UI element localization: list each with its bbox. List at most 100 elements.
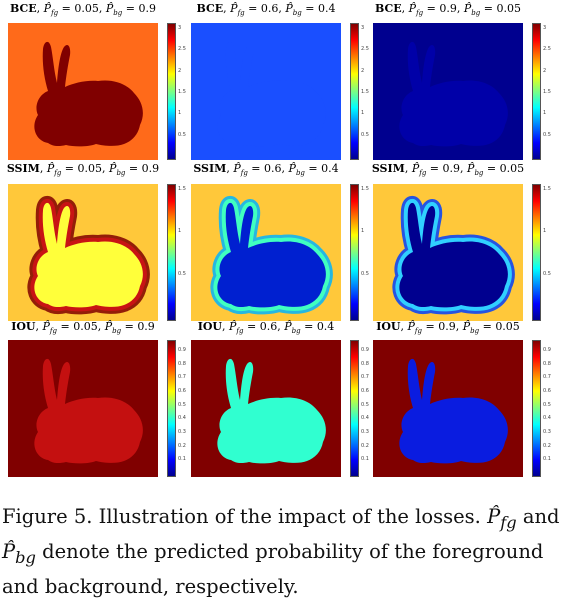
colorbar-tick-label: 0.7 (361, 374, 369, 380)
colorbar-tick-label: 2 (178, 68, 182, 74)
panel-title: IOU, P̂fg = 0.9, P̂bg = 0.05 (368, 320, 528, 335)
colorbar-tick-label: 2 (361, 68, 365, 74)
figure-grid: BCE, P̂fg = 0.05, P̂bg = 0.9 3 2.5 2 1.5 1 0.5… (3, 2, 563, 477)
colorbar-tick-label: 1 (543, 110, 547, 116)
heatmap-foreground-rabbit (399, 41, 508, 147)
heatmap-foreground-rabbit (34, 202, 143, 308)
colorbar-tick-label: 0.3 (178, 429, 186, 435)
panel-title-loss: IOU (197, 320, 223, 333)
colorbar-tick-label: 0.5 (361, 271, 369, 277)
colorbar-ticks: 1.5 1 0.5 (543, 184, 563, 321)
figure-caption: Figure 5. Illustration of the impact of … (2, 502, 568, 601)
colorbar-ticks: 3 2.5 2 1.5 1 0.5 (178, 23, 198, 160)
panel-title-loss: BCE (375, 2, 402, 15)
panel-title-params: , P̂fg = 0.05, P̂bg = 0.9 (36, 2, 156, 18)
colorbar-tick-label: 0.1 (361, 456, 369, 462)
colorbar-tick-label: 1 (178, 228, 182, 234)
colorbar-tick-label: 0.9 (361, 347, 369, 353)
caption-symbol-pfg: P̂fg (487, 505, 517, 532)
colorbar-tick-label: 0.8 (178, 361, 186, 367)
panel-title-loss: BCE (196, 2, 224, 15)
colorbar-tick-label: 2.5 (543, 46, 551, 52)
caption-suffix: denote the predicted probability of the … (2, 539, 544, 598)
heatmap-foreground-rabbit (34, 41, 143, 147)
panel-title-loss: SSIM (193, 162, 227, 175)
colorbar-ticks: 3 2.5 2 1.5 1 0.5 (543, 23, 563, 160)
caption-symbol-pbg: P̂bg (2, 539, 36, 567)
colorbar-tick-label: 0.5 (178, 271, 186, 277)
panel-title: SSIM, P̂fg = 0.9, P̂bg = 0.05 (368, 162, 528, 177)
colorbar (167, 340, 176, 477)
heatmap-bce-2 (191, 23, 341, 160)
heatmap-foreground-rabbit (217, 358, 326, 464)
caption-symbol-pfg-base: P̂ (487, 505, 501, 528)
colorbar-tick-label: 1 (178, 110, 182, 116)
panel-title-params: , P̂fg = 0.6, P̂bg = 0.4 (223, 2, 336, 18)
panel-title-loss: IOU (376, 320, 401, 333)
caption-symbol-pfg-sub: fg (500, 512, 517, 532)
colorbar-tick-label: 2.5 (361, 46, 369, 52)
colorbar-tick-label: 0.8 (361, 361, 369, 367)
caption-symbol-pbg-base: P̂ (2, 539, 16, 563)
panel-title-params: , P̂fg = 0.9, P̂bg = 0.05 (401, 2, 521, 18)
colorbar-tick-label: 0.5 (361, 402, 369, 408)
panel-title: SSIM, P̂fg = 0.6, P̂bg = 0.4 (186, 162, 346, 177)
panel-title-params: , P̂fg = 0.05, P̂bg = 0.9 (35, 320, 155, 336)
colorbar-ticks: 1.5 1 0.5 (178, 184, 198, 321)
colorbar-tick-label: 0.9 (543, 347, 551, 353)
panel-title-params: , P̂fg = 0.9, P̂bg = 0.05 (404, 162, 525, 178)
colorbar-tick-label: 0.6 (178, 388, 186, 394)
colorbar-tick-label: 1.5 (178, 186, 186, 192)
colorbar-tick-label: 2 (543, 68, 547, 74)
colorbar-tick-label: 0.6 (543, 388, 551, 394)
heatmap-ssim-3 (373, 184, 523, 321)
panel-title-params: , P̂fg = 0.05, P̂bg = 0.9 (39, 162, 160, 178)
panel-title: BCE, P̂fg = 0.9, P̂bg = 0.05 (368, 2, 528, 17)
colorbar-tick-label: 2.5 (178, 46, 186, 52)
heatmap-foreground-rabbit (399, 358, 508, 464)
colorbar-tick-label: 0.6 (361, 388, 369, 394)
caption-symbol-pbg-sub: bg (15, 547, 36, 567)
panel-title-params: , P̂fg = 0.6, P̂bg = 0.4 (222, 320, 335, 336)
panel-title-params: , P̂fg = 0.9, P̂bg = 0.05 (400, 320, 520, 336)
colorbar-tick-label: 1.5 (543, 186, 551, 192)
heatmap-foreground-rabbit (217, 202, 326, 308)
colorbar-tick-label: 0.5 (543, 271, 551, 277)
colorbar (167, 184, 176, 321)
heatmap-foreground-rabbit (217, 41, 326, 147)
heatmap-iou-1 (8, 340, 158, 477)
caption-prefix: Figure 5. Illustration of the impact of … (2, 505, 481, 528)
colorbar-tick-label: 0.7 (178, 374, 186, 380)
colorbar-tick-label: 0.8 (543, 361, 551, 367)
colorbar-tick-label: 0.2 (361, 443, 369, 449)
colorbar-tick-label: 0.5 (543, 132, 551, 138)
colorbar-ticks: 0.9 0.8 0.7 0.6 0.5 0.4 0.3 0.2 0.1 (361, 340, 381, 477)
colorbar-tick-label: 1.5 (361, 89, 369, 95)
colorbar-tick-label: 1 (361, 110, 365, 116)
colorbar-ticks: 0.9 0.8 0.7 0.6 0.5 0.4 0.3 0.2 0.1 (543, 340, 563, 477)
colorbar-tick-label: 3 (361, 25, 365, 31)
heatmap-foreground-rabbit (399, 202, 508, 308)
colorbar-tick-label: 3 (543, 25, 547, 31)
colorbar-tick-label: 0.4 (543, 415, 551, 421)
heatmap-bce-3 (373, 23, 523, 160)
colorbar (350, 23, 359, 160)
colorbar-tick-label: 3 (178, 25, 182, 31)
panel-title: IOU, P̂fg = 0.05, P̂bg = 0.9 (3, 320, 163, 335)
panel-title: SSIM, P̂fg = 0.05, P̂bg = 0.9 (3, 162, 163, 177)
caption-mid: and (522, 505, 560, 528)
panel-title-params: , P̂fg = 0.6, P̂bg = 0.4 (226, 162, 339, 178)
colorbar (532, 340, 541, 477)
panel-title: IOU, P̂fg = 0.6, P̂bg = 0.4 (186, 320, 346, 335)
colorbar-tick-label: 0.3 (543, 429, 551, 435)
colorbar-tick-label: 0.4 (178, 415, 186, 421)
colorbar-tick-label: 0.3 (361, 429, 369, 435)
colorbar-tick-label: 0.2 (178, 443, 186, 449)
colorbar (167, 23, 176, 160)
heatmap-iou-2 (191, 340, 341, 477)
panel-title: BCE, P̂fg = 0.05, P̂bg = 0.9 (3, 2, 163, 17)
panel-title-loss: SSIM (6, 162, 40, 175)
colorbar-ticks: 3 2.5 2 1.5 1 0.5 (361, 23, 381, 160)
colorbar (532, 184, 541, 321)
colorbar-tick-label: 0.7 (543, 374, 551, 380)
